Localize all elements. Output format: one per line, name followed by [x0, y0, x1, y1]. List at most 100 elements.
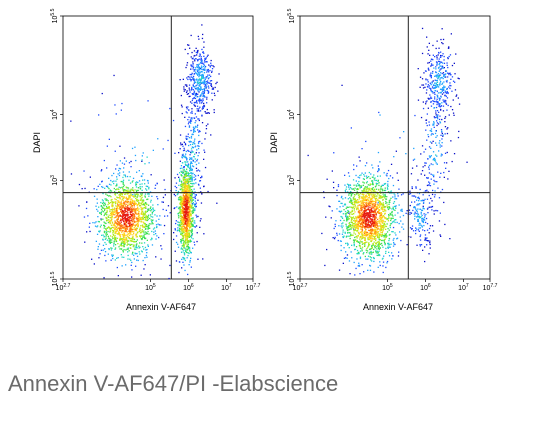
event-dot — [434, 180, 436, 183]
event-dot — [343, 257, 346, 259]
event-dot — [177, 229, 179, 231]
event-dot — [114, 223, 116, 225]
event-dot — [103, 225, 105, 227]
event-dot — [333, 227, 335, 230]
event-dot — [96, 188, 98, 191]
event-dot — [101, 210, 103, 212]
event-dot — [182, 149, 185, 152]
event-dot — [375, 182, 377, 184]
event-dot — [129, 196, 131, 198]
event-dot — [380, 206, 383, 208]
event-dot — [420, 211, 422, 213]
event-dot — [139, 185, 141, 188]
event-dot — [192, 160, 194, 162]
event-dot — [204, 80, 206, 82]
event-dot — [186, 236, 188, 238]
event-dot — [347, 172, 350, 174]
event-dot — [182, 217, 185, 219]
event-dot — [414, 201, 416, 203]
event-dot — [184, 210, 186, 212]
event-dot — [181, 106, 183, 108]
event-dot — [197, 145, 199, 147]
event-dot — [128, 218, 130, 220]
event-dot — [335, 220, 337, 222]
event-dot — [184, 125, 187, 128]
event-dot — [197, 129, 199, 131]
event-dot — [78, 205, 80, 207]
event-dot — [119, 236, 122, 238]
event-dot — [133, 220, 136, 222]
event-dot — [367, 184, 369, 186]
event-dot — [359, 174, 361, 177]
event-dot — [457, 97, 459, 99]
event-dot — [431, 58, 433, 60]
event-dot — [192, 225, 194, 227]
event-dot — [138, 203, 140, 205]
event-dot — [193, 90, 196, 92]
event-dot — [138, 251, 140, 253]
event-dot — [186, 197, 188, 199]
event-dot — [109, 190, 111, 192]
event-dot — [183, 217, 185, 219]
event-dot — [198, 73, 200, 75]
event-dot — [438, 150, 440, 152]
event-dot — [443, 62, 446, 64]
event-dot — [190, 237, 193, 239]
event-dot — [186, 62, 189, 64]
event-dot — [441, 28, 443, 30]
event-dot — [353, 228, 355, 230]
event-dot — [133, 228, 135, 230]
event-dot — [142, 246, 144, 248]
event-dot — [113, 182, 115, 185]
event-dot — [115, 239, 117, 241]
event-dot — [446, 90, 448, 93]
event-dot — [132, 231, 134, 233]
event-dot — [199, 67, 201, 69]
event-dot — [129, 230, 131, 233]
event-dot — [441, 67, 443, 69]
event-dot — [352, 197, 354, 199]
event-dot — [191, 200, 193, 203]
event-dot — [102, 211, 105, 213]
event-dot — [436, 58, 438, 60]
event-dot — [130, 195, 132, 197]
event-dot — [371, 260, 373, 262]
event-dot — [183, 182, 185, 184]
event-dot — [193, 210, 195, 212]
event-dot — [378, 253, 380, 256]
event-dot — [402, 214, 405, 217]
event-dot — [203, 64, 206, 67]
event-dot — [199, 84, 201, 86]
event-dot — [139, 218, 141, 221]
event-dot — [153, 231, 155, 233]
event-dot — [147, 225, 149, 228]
event-dot — [371, 188, 373, 190]
event-dot — [445, 95, 447, 97]
event-dot — [411, 228, 413, 230]
event-dot — [128, 233, 130, 235]
event-dot — [187, 213, 189, 215]
event-dot — [388, 200, 390, 202]
event-dot — [179, 211, 181, 213]
event-dot — [192, 147, 194, 149]
event-dot — [182, 239, 184, 242]
event-dot — [441, 154, 443, 156]
event-dot — [355, 239, 357, 241]
event-dot — [125, 224, 127, 226]
event-dot — [185, 233, 187, 235]
event-dot — [355, 246, 358, 248]
event-dot — [203, 90, 205, 92]
event-dot — [121, 239, 123, 241]
event-dot — [161, 248, 163, 250]
event-dot — [194, 158, 196, 160]
event-dot — [441, 145, 443, 147]
event-dot — [151, 222, 153, 224]
event-dot — [381, 204, 383, 206]
event-dot — [124, 208, 126, 210]
event-dot — [417, 214, 419, 216]
event-dot — [350, 201, 352, 203]
event-dot — [429, 182, 431, 184]
event-dot — [418, 230, 420, 232]
event-dot — [130, 214, 133, 216]
event-dot — [197, 74, 199, 76]
